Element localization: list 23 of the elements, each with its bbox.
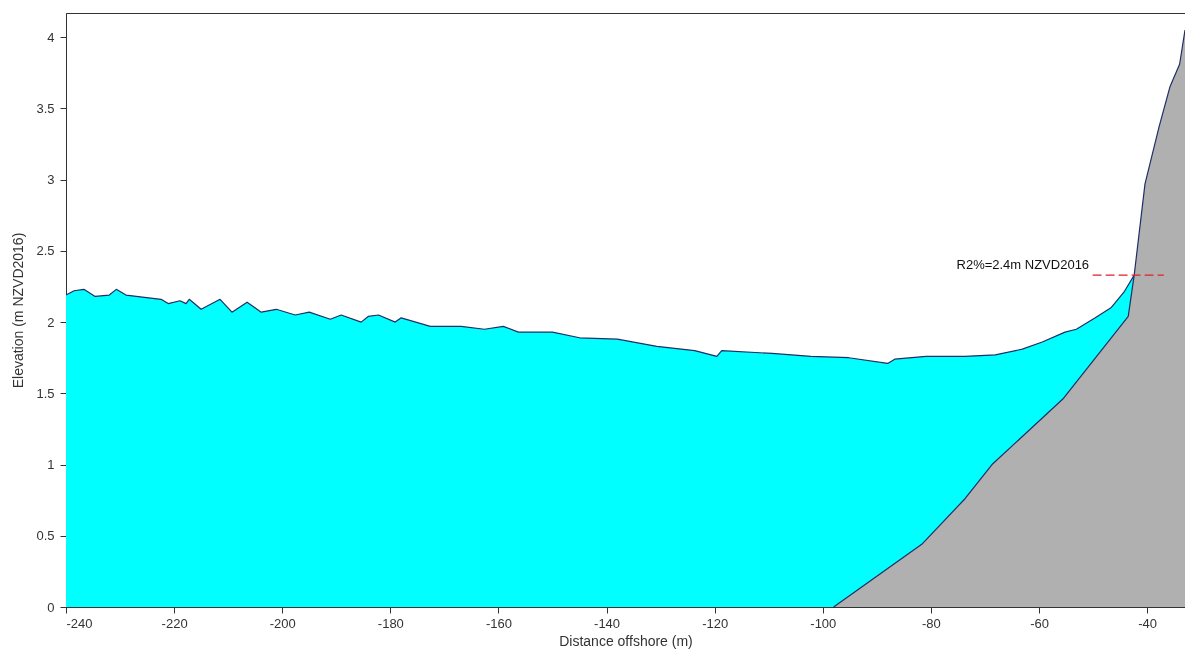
y-tick-label: 4 [47, 29, 55, 45]
series-label: R2%=2.4m NZVD2016 [956, 257, 1090, 273]
x-tick-label: -120 [702, 615, 729, 631]
y-tick-label: 1 [47, 457, 55, 473]
x-tick-label: -60 [1030, 615, 1049, 631]
y-tick-label: 3.5 [36, 100, 55, 116]
x-tick-label: -80 [922, 615, 941, 631]
x-tick-label: -200 [269, 615, 296, 631]
y-tick-label: 2.5 [36, 243, 55, 259]
y-tick-label: 1.5 [36, 385, 55, 401]
x-tick-label: -180 [377, 615, 404, 631]
x-tick-label: -140 [594, 615, 621, 631]
x-tick-label: -160 [485, 615, 512, 631]
x-tick-label: -40 [1138, 615, 1158, 631]
x-tick-label: -100 [810, 615, 837, 631]
y-tick-label: 0 [47, 599, 55, 615]
y-tick-label: 0.5 [36, 528, 55, 544]
x-tick-label: -240 [66, 615, 93, 631]
y-tick-label: 2 [47, 314, 55, 330]
x-axis-title: Distance offshore (m) [559, 632, 693, 649]
y-axis-title: Elevation (m NZVD2016) [10, 232, 27, 389]
y-tick-label: 3 [47, 172, 55, 188]
x-tick-label: -220 [161, 615, 188, 631]
